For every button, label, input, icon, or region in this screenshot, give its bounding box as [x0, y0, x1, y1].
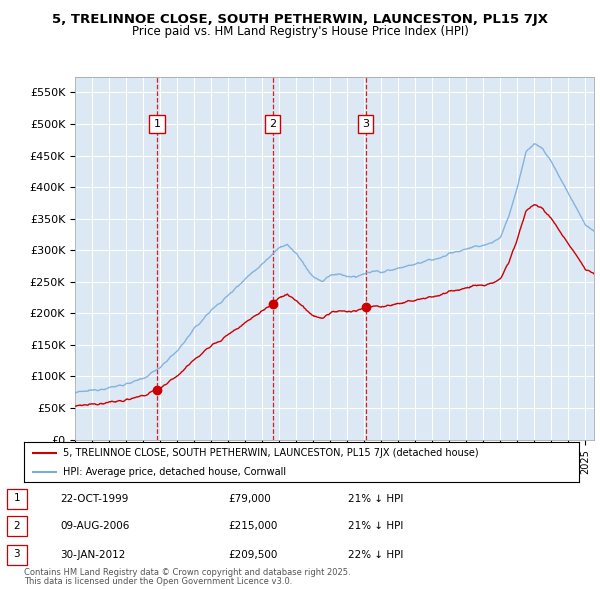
Text: 1: 1 — [154, 119, 160, 129]
Text: 1: 1 — [13, 493, 20, 503]
Text: This data is licensed under the Open Government Licence v3.0.: This data is licensed under the Open Gov… — [24, 577, 292, 586]
Text: £209,500: £209,500 — [228, 550, 277, 559]
Text: £79,000: £79,000 — [228, 494, 271, 503]
Text: 5, TRELINNOE CLOSE, SOUTH PETHERWIN, LAUNCESTON, PL15 7JX (detached house): 5, TRELINNOE CLOSE, SOUTH PETHERWIN, LAU… — [63, 448, 478, 458]
Text: 3: 3 — [362, 119, 369, 129]
Text: 22% ↓ HPI: 22% ↓ HPI — [348, 550, 403, 559]
FancyBboxPatch shape — [265, 114, 280, 133]
Text: HPI: Average price, detached house, Cornwall: HPI: Average price, detached house, Corn… — [63, 467, 286, 477]
FancyBboxPatch shape — [149, 114, 164, 133]
Text: 3: 3 — [13, 549, 20, 559]
Text: 30-JAN-2012: 30-JAN-2012 — [60, 550, 125, 559]
Text: Contains HM Land Registry data © Crown copyright and database right 2025.: Contains HM Land Registry data © Crown c… — [24, 568, 350, 577]
Text: 2: 2 — [13, 521, 20, 530]
Text: 09-AUG-2006: 09-AUG-2006 — [60, 522, 130, 531]
Text: 21% ↓ HPI: 21% ↓ HPI — [348, 494, 403, 503]
FancyBboxPatch shape — [358, 114, 373, 133]
Text: 22-OCT-1999: 22-OCT-1999 — [60, 494, 128, 503]
Text: 2: 2 — [269, 119, 276, 129]
Text: 5, TRELINNOE CLOSE, SOUTH PETHERWIN, LAUNCESTON, PL15 7JX: 5, TRELINNOE CLOSE, SOUTH PETHERWIN, LAU… — [52, 13, 548, 26]
Text: Price paid vs. HM Land Registry's House Price Index (HPI): Price paid vs. HM Land Registry's House … — [131, 25, 469, 38]
Text: £215,000: £215,000 — [228, 522, 277, 531]
Text: 21% ↓ HPI: 21% ↓ HPI — [348, 522, 403, 531]
